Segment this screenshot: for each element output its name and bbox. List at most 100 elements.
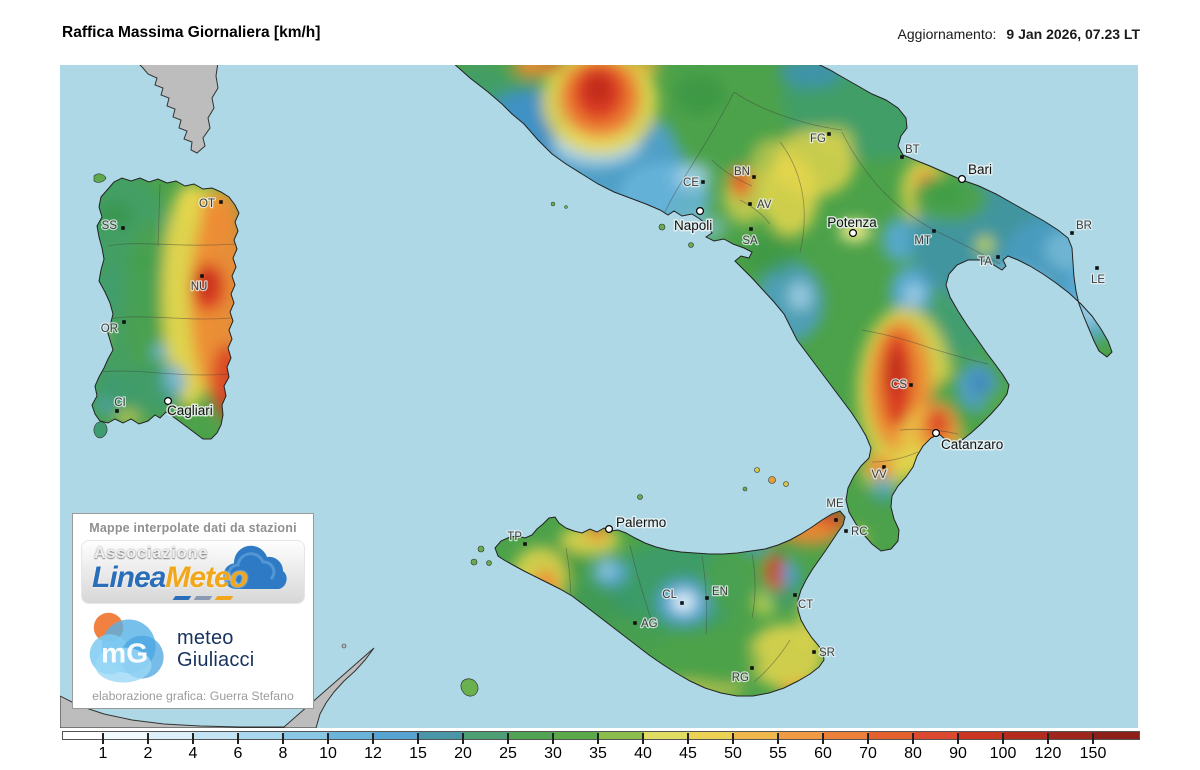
city-marker-potenza: Potenza: [826, 214, 879, 238]
capri-islet: [688, 242, 694, 248]
province-marker-sa: SA: [741, 227, 759, 248]
colorbar-tick-mark: [1092, 733, 1094, 744]
svg-text:TA: TA: [978, 256, 992, 268]
meteogiuliacci-wordmark: meteo Giuliacci: [177, 627, 254, 672]
svg-text:Catanzaro: Catanzaro: [941, 437, 1003, 452]
city-marker-napoli: Napoli: [673, 207, 714, 235]
svg-text:Bari: Bari: [968, 162, 992, 177]
colorbar-tick-label: 4: [188, 745, 198, 762]
colorbar-tick-label: 70: [859, 745, 877, 762]
svg-text:CL: CL: [662, 589, 677, 601]
ustica-islet: [637, 494, 643, 500]
colorbar-tick-mark: [957, 733, 959, 744]
province-marker-av: AV: [748, 198, 773, 212]
colorbar-tick-mark: [507, 733, 509, 744]
svg-text:TP: TP: [507, 531, 522, 543]
corsica-landmass: [139, 65, 219, 154]
colorbar-gradient: [62, 731, 1140, 740]
province-marker-ot: OT: [198, 197, 223, 211]
lineameteo-name-linea: Linea: [92, 561, 166, 594]
province-marker-or: OR: [100, 320, 126, 336]
svg-text:RG: RG: [732, 672, 749, 684]
svg-text:FG: FG: [810, 133, 826, 145]
svg-text:RC: RC: [851, 526, 868, 538]
city-marker-catanzaro: Catanzaro: [931, 429, 1005, 454]
lineameteo-name: LineaMeteo: [92, 561, 248, 595]
province-marker-fg: FG: [809, 132, 831, 146]
colorbar-tick-label: 40: [634, 745, 652, 762]
mg-monogram: mG: [101, 636, 148, 668]
pantelleria-islet: [460, 678, 479, 697]
svg-text:Napoli: Napoli: [674, 218, 712, 233]
colorbar: 1 2 4 6 8 10 12 15 20 25 30 35 40 45 50 55 60 70 80 90 100 12…: [62, 731, 1140, 767]
update-timestamp: Aggiornamento: 9 Jan 2026, 07.23 LT: [898, 26, 1140, 42]
city-marker-bari: Bari: [957, 161, 994, 184]
asinara-islet: [93, 173, 107, 183]
colorbar-tick-mark: [282, 733, 284, 744]
svg-text:Cagliari: Cagliari: [167, 403, 213, 418]
colorbar-tick-mark: [102, 733, 104, 744]
colorbar-tick-mark: [867, 733, 869, 744]
lineameteo-logo: Associazione LineaMeteo: [81, 540, 305, 604]
svg-text:AG: AG: [641, 618, 658, 630]
colorbar-tick-label: 150: [1079, 745, 1107, 762]
colorbar-tick-label: 12: [364, 745, 382, 762]
colorbar-tick-label: 60: [814, 745, 832, 762]
svg-text:OR: OR: [101, 323, 118, 335]
svg-text:BN: BN: [734, 166, 750, 178]
province-marker-sr: SR: [812, 646, 836, 660]
colorbar-tick-label: 35: [589, 745, 607, 762]
city-marker-cagliari: Cagliari: [164, 397, 214, 420]
svg-text:OT: OT: [199, 198, 215, 210]
colorbar-tick-label: 10: [319, 745, 337, 762]
santantioco-islet: [93, 421, 108, 439]
colorbar-tick-label: 15: [409, 745, 427, 762]
province-marker-cs: CS: [890, 378, 913, 392]
lineameteo-associazione: Associazione: [94, 545, 209, 562]
egadi-islet: [470, 558, 478, 566]
svg-text:CT: CT: [798, 599, 813, 611]
mg-line2: Giuliacci: [177, 649, 255, 671]
egadi-islet: [477, 545, 485, 553]
city-marker-palermo: Palermo: [604, 514, 668, 533]
province-marker-ct: CT: [793, 593, 815, 612]
colorbar-tick-mark: [687, 733, 689, 744]
islet: [564, 205, 568, 209]
colorbar-tick-mark: [552, 733, 554, 744]
province-marker-mt: MT: [913, 229, 936, 248]
credit-text: elaborazione grafica: Guerra Stefano: [92, 689, 294, 703]
colorbar-tick-mark: [822, 733, 824, 744]
map-canvas: SS OT NU OR CI CE BN AV SA FG BT MT TA BR LE CS VV ME RC TP…: [60, 65, 1138, 728]
weather-map-svg: SS OT NU OR CI CE BN AV SA FG BT MT TA BR LE CS VV ME RC TP…: [60, 65, 1138, 728]
egadi-islet: [486, 560, 492, 566]
islet: [550, 201, 556, 207]
islet: [341, 643, 347, 649]
city-labels-layer: SS OT NU OR CI CE BN AV SA FG BT MT TA BR LE CS VV ME RC TP…: [100, 132, 1107, 686]
province-marker-le: LE: [1090, 266, 1107, 287]
sicily-landmass: [460, 467, 846, 697]
colorbar-tick-label: 120: [1034, 745, 1062, 762]
province-marker-vv: VV: [870, 465, 888, 482]
colorbar-tick-mark: [642, 733, 644, 744]
colorbar-tick-mark: [597, 733, 599, 744]
svg-text:ME: ME: [826, 498, 844, 510]
province-marker-ss: SS: [100, 219, 125, 233]
colorbar-tick-mark: [417, 733, 419, 744]
svg-text:MT: MT: [914, 235, 931, 247]
colorbar-tick-label: 50: [724, 745, 742, 762]
province-marker-nu: NU: [189, 274, 209, 294]
province-marker-bt: BT: [900, 143, 921, 159]
province-marker-rc: RC: [844, 525, 869, 539]
colorbar-tick-label: 1: [98, 745, 108, 762]
colorbar-tick-mark: [147, 733, 149, 744]
colorbar-tick-mark: [192, 733, 194, 744]
svg-text:LE: LE: [1091, 274, 1105, 286]
svg-text:SR: SR: [819, 647, 835, 659]
colorbar-tick-mark: [372, 733, 374, 744]
update-label: Aggiornamento:: [897, 26, 997, 42]
ischia-islet: [658, 223, 666, 231]
colorbar-tick-label: 90: [949, 745, 967, 762]
colorbar-tick-label: 25: [499, 745, 517, 762]
province-marker-bn: BN: [733, 165, 756, 179]
